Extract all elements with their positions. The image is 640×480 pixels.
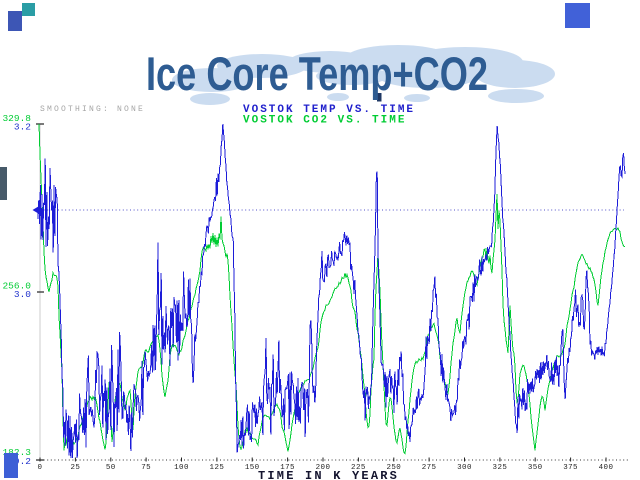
svg-text:0: 0 — [38, 464, 43, 472]
svg-text:25: 25 — [70, 464, 80, 472]
svg-text:100: 100 — [174, 464, 189, 472]
svg-text:150: 150 — [245, 464, 260, 472]
svg-text:VOSTOK CO2 VS. TIME: VOSTOK CO2 VS. TIME — [243, 115, 406, 127]
svg-text:325: 325 — [493, 464, 508, 472]
svg-text:375: 375 — [563, 464, 578, 472]
svg-text:400: 400 — [599, 464, 614, 472]
svg-text:VOSTOK TEMP VS. TIME: VOSTOK TEMP VS. TIME — [243, 104, 415, 116]
svg-text:Ice Core Temp+CO2: Ice Core Temp+CO2 — [146, 47, 488, 100]
svg-text:329.8: 329.8 — [2, 113, 31, 124]
svg-text:TIME IN K YEARS: TIME IN K YEARS — [258, 469, 399, 480]
svg-text:175: 175 — [280, 464, 295, 472]
svg-text:SMOOTHING: NONE: SMOOTHING: NONE — [40, 105, 145, 114]
svg-text:350: 350 — [528, 464, 543, 472]
svg-text:256.0: 256.0 — [2, 281, 31, 292]
svg-text:225: 225 — [351, 464, 366, 472]
svg-text:125: 125 — [210, 464, 225, 472]
svg-text:250: 250 — [386, 464, 401, 472]
svg-text:-9.2: -9.2 — [8, 456, 31, 467]
svg-text:75: 75 — [141, 464, 151, 472]
svg-text:3.2: 3.2 — [14, 122, 31, 133]
svg-text:300: 300 — [457, 464, 472, 472]
svg-text:182.3: 182.3 — [2, 447, 31, 458]
svg-text:50: 50 — [106, 464, 116, 472]
svg-text:275: 275 — [422, 464, 437, 472]
svg-text:200: 200 — [316, 464, 331, 472]
svg-text:3.0: 3.0 — [14, 289, 31, 300]
